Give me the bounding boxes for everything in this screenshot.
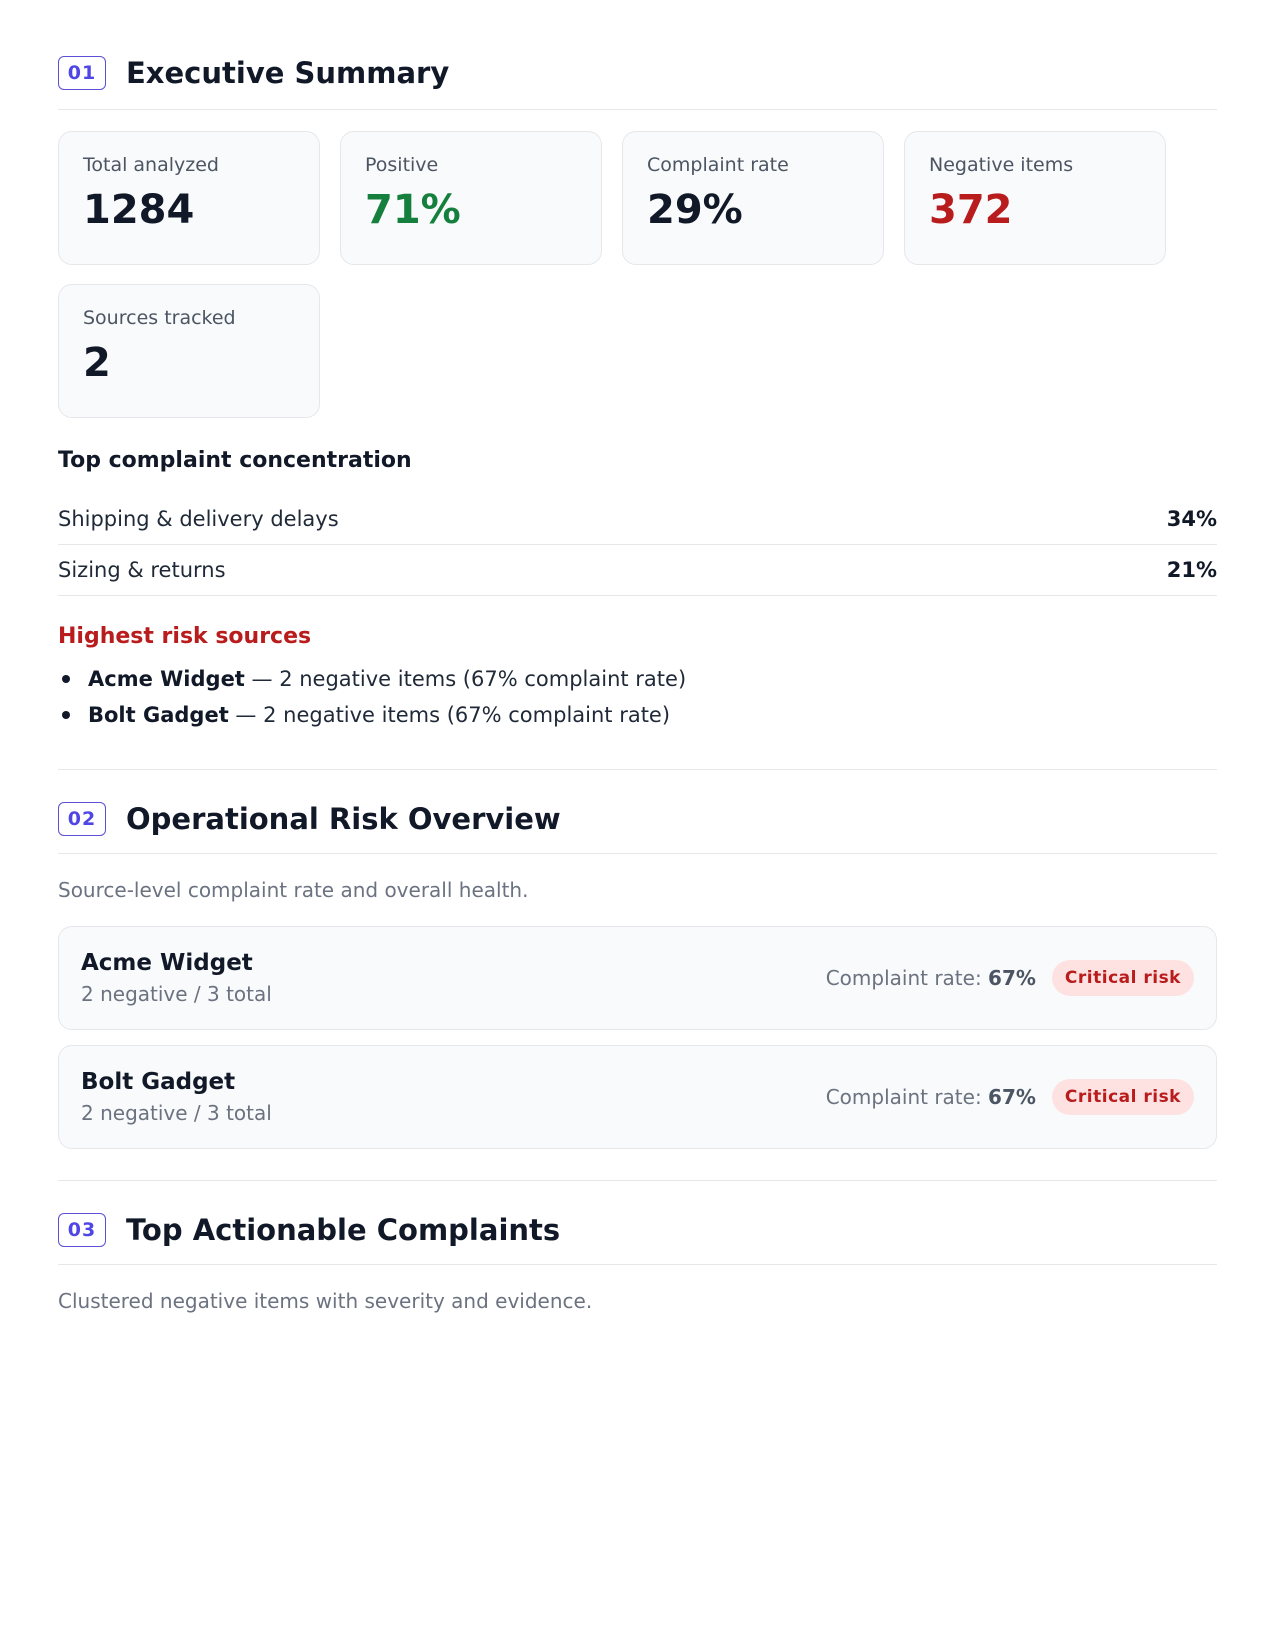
summary-cards: Total analyzed 1284 Positive 71% Complai… bbox=[58, 131, 1217, 418]
section-description: Clustered negative items with severity a… bbox=[58, 1289, 593, 1313]
complaint-rate-value: 67% bbox=[988, 1085, 1036, 1109]
risk-source-detail: — 2 negative items (67% complaint rate) bbox=[244, 667, 687, 691]
concentration-heading: Top complaint concentration bbox=[58, 448, 412, 473]
section-title: Operational Risk Overview bbox=[126, 802, 561, 836]
concentration-label: Shipping & delivery delays bbox=[58, 507, 339, 531]
source-status: Complaint rate: 67% Critical risk bbox=[826, 960, 1194, 996]
concentration-label: Sizing & returns bbox=[58, 558, 226, 582]
section-header-rule bbox=[58, 109, 1217, 110]
bullet-icon bbox=[62, 675, 70, 683]
concentration-value: 34% bbox=[1166, 507, 1217, 531]
report-page: 01 Executive Summary Total analyzed 1284… bbox=[58, 56, 1217, 1313]
stat-card-positive: Positive 71% bbox=[340, 131, 602, 265]
complaint-rate: Complaint rate: 67% bbox=[826, 966, 1036, 990]
source-status: Complaint rate: 67% Critical risk bbox=[826, 1079, 1194, 1115]
source-name: Acme Widget bbox=[81, 950, 253, 976]
complaint-rate: Complaint rate: 67% bbox=[826, 1085, 1036, 1109]
stat-card-negative-items: Negative items 372 bbox=[904, 131, 1166, 265]
section-divider bbox=[58, 769, 1217, 770]
section-number: 01 bbox=[58, 56, 106, 90]
source-name: Bolt Gadget bbox=[81, 1069, 236, 1095]
concentration-list: Shipping & delivery delays 34% Sizing & … bbox=[58, 494, 1217, 596]
risk-badge: Critical risk bbox=[1051, 960, 1194, 996]
section-number: 02 bbox=[58, 802, 106, 836]
concentration-row: Shipping & delivery delays 34% bbox=[58, 494, 1217, 545]
complaint-rate-value: 67% bbox=[988, 966, 1036, 990]
source-card-acme-widget: Acme Widget 2 negative / 3 total Complai… bbox=[58, 926, 1217, 1030]
source-info: Acme Widget 2 negative / 3 total bbox=[81, 950, 272, 1006]
stat-card-complaint-rate: Complaint rate 29% bbox=[622, 131, 884, 265]
concentration-row: Sizing & returns 21% bbox=[58, 545, 1217, 596]
bullet-icon bbox=[62, 711, 70, 719]
section-header-operational-risk: 02 Operational Risk Overview bbox=[58, 802, 1217, 836]
list-item: Bolt Gadget — 2 negative items (67% comp… bbox=[58, 697, 1217, 733]
stat-label: Complaint rate bbox=[647, 154, 789, 176]
stat-value: 29% bbox=[647, 187, 743, 233]
complaint-rate-label: Complaint rate: bbox=[825, 1085, 989, 1109]
source-counts: 2 negative / 3 total bbox=[81, 1101, 272, 1125]
complaint-rate-label: Complaint rate: bbox=[825, 966, 989, 990]
stat-value: 1284 bbox=[83, 187, 195, 233]
section-number: 03 bbox=[58, 1213, 106, 1247]
source-counts: 2 negative / 3 total bbox=[81, 982, 272, 1006]
risk-heading: Highest risk sources bbox=[58, 624, 312, 649]
list-item: Acme Widget — 2 negative items (67% comp… bbox=[58, 661, 1217, 697]
risk-badge: Critical risk bbox=[1051, 1079, 1194, 1115]
risk-source-list: Acme Widget — 2 negative items (67% comp… bbox=[58, 661, 1217, 733]
risk-source-name: Acme Widget bbox=[88, 667, 245, 691]
section-header-rule bbox=[58, 853, 1217, 854]
section-header-actionable-complaints: 03 Top Actionable Complaints bbox=[58, 1213, 1217, 1247]
section-description: Source-level complaint rate and overall … bbox=[58, 878, 529, 902]
stat-label: Total analyzed bbox=[83, 154, 219, 176]
stat-label: Positive bbox=[365, 154, 439, 176]
stat-value: 372 bbox=[929, 187, 1013, 233]
stat-label: Negative items bbox=[929, 154, 1074, 176]
section-divider bbox=[58, 1180, 1217, 1181]
stat-label: Sources tracked bbox=[83, 307, 236, 329]
concentration-value: 21% bbox=[1166, 558, 1217, 582]
risk-source-name: Bolt Gadget bbox=[88, 703, 229, 727]
source-card-bolt-gadget: Bolt Gadget 2 negative / 3 total Complai… bbox=[58, 1045, 1217, 1149]
source-info: Bolt Gadget 2 negative / 3 total bbox=[81, 1069, 272, 1125]
risk-source-detail: — 2 negative items (67% complaint rate) bbox=[228, 703, 671, 727]
stat-card-total-analyzed: Total analyzed 1284 bbox=[58, 131, 320, 265]
stat-value: 71% bbox=[365, 187, 461, 233]
section-title: Executive Summary bbox=[126, 56, 450, 90]
stat-card-sources-tracked: Sources tracked 2 bbox=[58, 284, 320, 418]
stat-value: 2 bbox=[83, 340, 111, 386]
section-header-executive-summary: 01 Executive Summary bbox=[58, 56, 1217, 90]
section-header-rule bbox=[58, 1264, 1217, 1265]
section-title: Top Actionable Complaints bbox=[126, 1213, 561, 1247]
